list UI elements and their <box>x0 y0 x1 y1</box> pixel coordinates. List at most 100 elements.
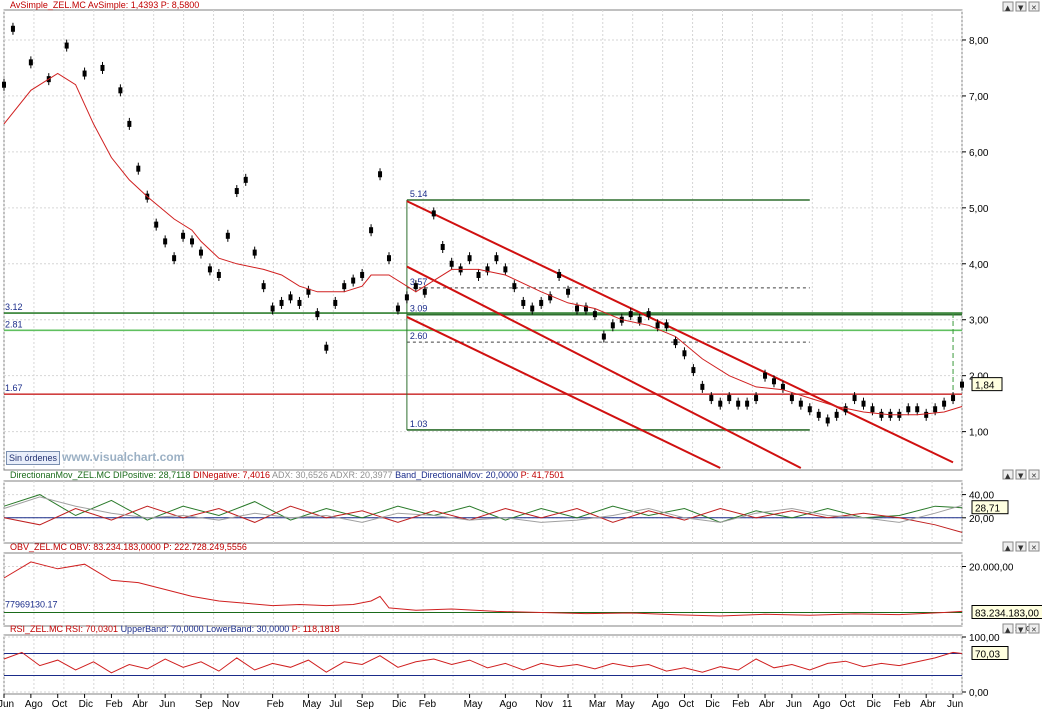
ytick-label: 4,00 <box>969 260 989 271</box>
xtick-label: Jun <box>159 699 175 710</box>
xtick-label: Jun <box>947 699 963 710</box>
candle-body <box>306 288 311 295</box>
candle-body <box>297 299 302 306</box>
candle-body <box>225 232 230 239</box>
last-value-label: 70,03 <box>975 650 1000 661</box>
candle-body <box>816 411 821 418</box>
window-button <box>1028 623 1040 634</box>
xtick-label: Oct <box>678 699 694 710</box>
candle-body <box>700 383 705 390</box>
candle-body <box>243 176 248 183</box>
xtick-label: Oct <box>840 699 856 710</box>
last-value-label: 83.234.183,00 <box>975 609 1039 620</box>
candle-body <box>628 311 633 318</box>
series-line-obv <box>3 561 963 617</box>
candle-body <box>763 372 768 379</box>
level-label: 2.60 <box>410 331 428 341</box>
candle-body <box>315 311 320 318</box>
xtick-label: Ago <box>499 699 517 710</box>
xtick-label: Feb <box>732 699 750 710</box>
candle-body <box>521 299 526 306</box>
xtick-label: Dic <box>866 699 880 710</box>
candle-body <box>691 367 696 374</box>
panel-header-dmi: DirectionanMov_ZEL.MC DIPositive: 28,711… <box>10 470 564 480</box>
series-line-price <box>3 72 963 416</box>
candle-body <box>825 417 830 424</box>
window-button-label: ✕ <box>1031 626 1037 634</box>
candle-body <box>754 395 759 402</box>
window-button-label: ▲ <box>1005 544 1011 552</box>
xtick-label: Abr <box>920 699 936 710</box>
candle-body <box>10 25 15 32</box>
series-line-rsi <box>3 651 963 674</box>
window-button <box>1028 469 1040 480</box>
candle-body <box>503 266 508 273</box>
candle-body <box>386 255 391 262</box>
window-button <box>1015 623 1027 634</box>
candle-body <box>852 395 857 402</box>
candle-body <box>548 294 553 301</box>
ytick-label: 8,00 <box>969 36 989 47</box>
xtick-label: Jul <box>329 699 342 710</box>
candle-body <box>915 406 920 413</box>
level-label: 2.81 <box>5 319 23 329</box>
level-label: 3.09 <box>410 304 428 314</box>
window-button-label: ▼ <box>1018 472 1024 480</box>
candle-body <box>879 411 884 418</box>
candle-body <box>351 277 356 284</box>
header-item: P: 118,1818 <box>292 624 340 634</box>
candle-body <box>82 70 87 77</box>
window-button-label: ✕ <box>1031 544 1037 552</box>
ytick-label: 40,00 <box>969 491 994 502</box>
candle-body <box>154 221 159 228</box>
candle-body <box>279 299 284 306</box>
window-button <box>1002 469 1014 480</box>
panel-header-price: AvSimple_ZEL.MC AvSimple: 1,4393 P: 8,58… <box>10 0 199 10</box>
window-button <box>1002 541 1014 552</box>
header-item: DIPositive: 28,7118 <box>113 470 193 480</box>
xtick-label: Jun <box>786 699 802 710</box>
channel-line <box>406 265 802 469</box>
xtick-label: Ago <box>25 699 43 710</box>
candle-body <box>404 294 409 301</box>
ytick-label: 6,00 <box>969 148 989 159</box>
candle-body <box>709 395 714 402</box>
candle-body <box>601 333 606 340</box>
ytick-label: 0,00 <box>969 688 989 699</box>
candle-body <box>807 406 812 413</box>
xtick-label: Dic <box>392 699 406 710</box>
candle-body <box>557 271 562 278</box>
last-value-label: 28,71 <box>975 504 1000 515</box>
ytick-label: 3,00 <box>969 316 989 327</box>
candle-body <box>771 378 776 385</box>
baseline-label: 77969130.17 <box>5 600 58 610</box>
watermark: www.visualchart.com <box>62 450 185 464</box>
candle-body <box>485 266 490 273</box>
window-button <box>1028 1 1040 12</box>
xtick-label: Mar <box>589 699 607 710</box>
candle-body <box>789 395 794 402</box>
sin-ordenes-button[interactable]: Sin órdenes <box>6 451 61 465</box>
candle-body <box>261 283 266 290</box>
header-item: LowerBand: 30,0000 <box>206 624 292 634</box>
candle-body <box>234 188 239 195</box>
xtick-label: Abr <box>132 699 148 710</box>
candle-body <box>136 165 141 172</box>
xtick-label: Feb <box>893 699 911 710</box>
candle-body <box>727 395 732 402</box>
header-item: ADXR: 20,3977 <box>330 470 395 480</box>
candle-body <box>861 400 866 407</box>
candle-body <box>834 411 839 418</box>
level-label: 1.03 <box>410 419 428 429</box>
last-value-tag <box>971 377 1003 392</box>
header-item: RSI: 70,0301 <box>66 624 121 634</box>
candle-body <box>780 383 785 390</box>
window-button-label: ✕ <box>1031 4 1037 12</box>
ytick-label: 7,00 <box>969 92 989 103</box>
last-value-tag <box>971 605 1042 619</box>
candle-body <box>583 305 588 312</box>
candle-body <box>575 305 580 312</box>
channel-line <box>406 316 721 469</box>
xtick-label: Nov <box>535 699 553 710</box>
candle-body <box>413 283 418 290</box>
